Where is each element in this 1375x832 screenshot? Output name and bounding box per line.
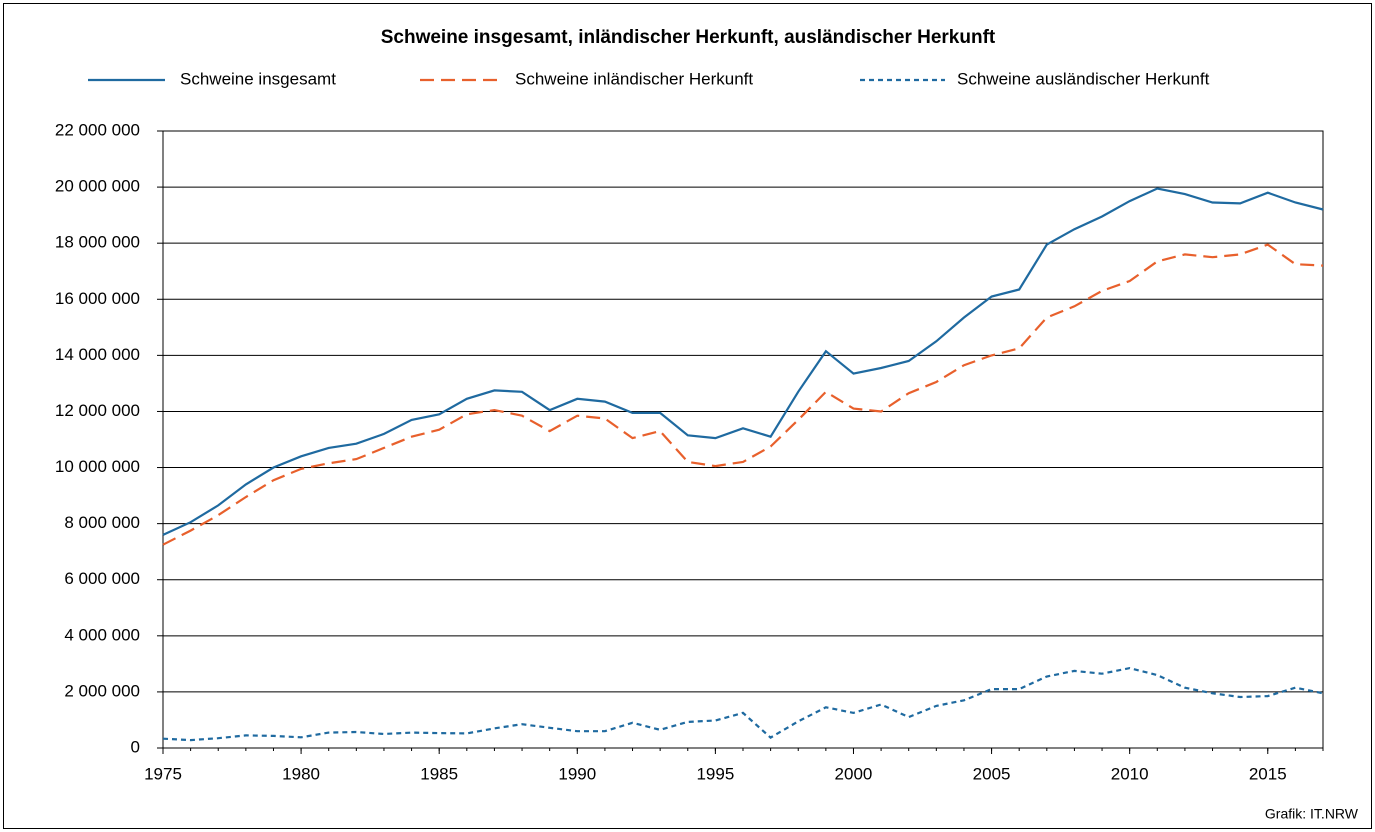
legend-label: Schweine inländischer Herkunft [515, 69, 753, 88]
legend-label: Schweine insgesamt [180, 69, 336, 88]
series-line [162, 187, 1324, 536]
series-line [162, 243, 1324, 546]
x-tick-label: 2015 [1249, 764, 1287, 783]
x-tick-label: 2005 [973, 764, 1011, 783]
x-tick-label: 1975 [144, 764, 182, 783]
legend-label: Schweine ausländischer Herkunft [957, 69, 1210, 88]
chart-title: Schweine insgesamt, inländischer Herkunf… [381, 27, 996, 48]
y-tick-label: 12 000 000 [55, 401, 140, 420]
y-tick-label: 4 000 000 [64, 625, 140, 644]
x-tick-label: 2000 [835, 764, 873, 783]
y-tick-label: 14 000 000 [55, 345, 140, 364]
y-tick-label: 2 000 000 [64, 681, 140, 700]
frame [3, 3, 1372, 829]
y-tick-label: 22 000 000 [55, 120, 140, 139]
plot-area [162, 130, 1324, 749]
y-tick-label: 16 000 000 [55, 289, 140, 308]
x-tick-label: 1990 [558, 764, 596, 783]
series-line [162, 666, 1324, 742]
y-tick-label: 8 000 000 [64, 513, 140, 532]
x-tick-label: 1995 [696, 764, 734, 783]
source: Grafik: IT.NRW [1265, 806, 1359, 822]
y-tick-label: 18 000 000 [55, 233, 140, 252]
x-tick-label: 1985 [420, 764, 458, 783]
y-tick-label: 0 [131, 737, 140, 756]
y-tick-label: 20 000 000 [55, 177, 140, 196]
x-tick-label: 2010 [1111, 764, 1149, 783]
y-tick-label: 10 000 000 [55, 457, 140, 476]
y-tick-label: 6 000 000 [64, 569, 140, 588]
x-tick-label: 1980 [282, 764, 320, 783]
